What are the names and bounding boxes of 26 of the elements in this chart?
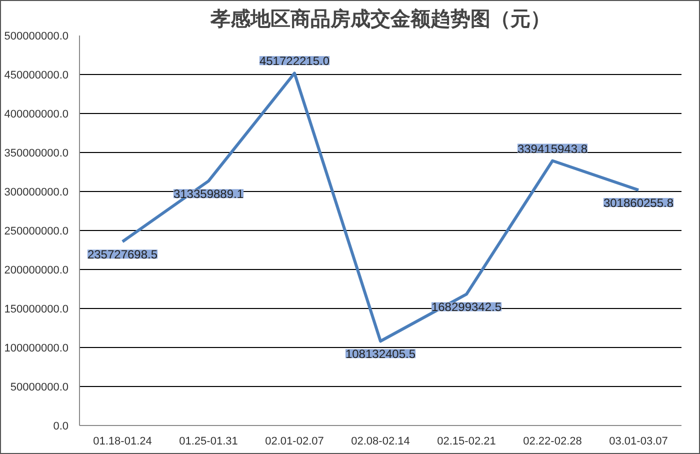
- y-tick-label: 500000000.0: [4, 30, 68, 42]
- x-tick-label: 01.18-01.24: [93, 436, 152, 448]
- y-tick-label: 0.0: [53, 420, 69, 432]
- data-label: 235727698.5: [87, 248, 158, 262]
- x-tick-label: 02.15-02.21: [437, 436, 496, 448]
- data-label: 313359889.1: [173, 187, 244, 202]
- y-tick-label: 150000000.0: [4, 304, 68, 316]
- x-tick-label: 02.08-02.14: [351, 436, 410, 448]
- data-label: 301860255.8: [603, 196, 674, 210]
- data-label: 108132405.5: [345, 347, 416, 362]
- y-tick-label: 400000000.0: [4, 108, 68, 120]
- x-tick-label: 02.22-02.28: [523, 436, 582, 448]
- y-tick-label: 300000000.0: [4, 186, 68, 198]
- y-tick-label: 200000000.0: [4, 264, 68, 276]
- y-tick-label: 100000000.0: [4, 342, 68, 354]
- data-label: 451722215.0: [259, 54, 330, 68]
- data-label: 168299342.5: [431, 300, 502, 314]
- y-tick-label: 450000000.0: [4, 70, 68, 82]
- chart-title: 孝感地区商品房成交金额趋势图（元）: [210, 8, 550, 30]
- y-tick-label: 250000000.0: [4, 226, 68, 238]
- x-tick-label: 01.25-01.31: [179, 436, 238, 448]
- x-tick-label: 02.01-02.07: [265, 436, 324, 448]
- x-tick-label: 03.01-03.07: [609, 436, 668, 448]
- y-tick-label: 50000000.0: [10, 382, 69, 394]
- y-tick-label: 350000000.0: [4, 148, 68, 160]
- data-label: 339415943.8: [517, 142, 588, 156]
